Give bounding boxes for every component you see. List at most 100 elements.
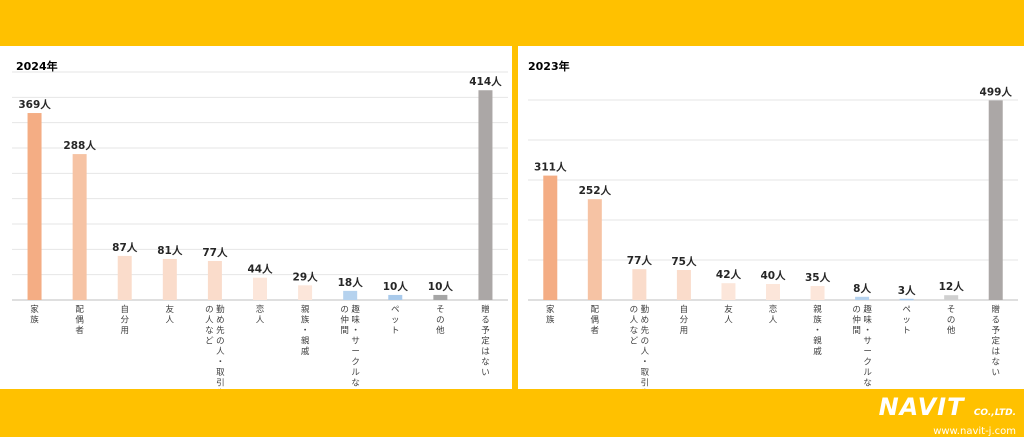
bar bbox=[676, 270, 691, 300]
category-char: ト bbox=[391, 326, 400, 336]
data-label: 42人 bbox=[716, 268, 742, 281]
data-label: 81人 bbox=[157, 244, 183, 257]
category-char: 先 bbox=[641, 388, 650, 389]
category-char: 恋 bbox=[256, 304, 265, 315]
category-char: 族 bbox=[30, 315, 39, 326]
bar bbox=[343, 290, 358, 300]
top-banner bbox=[0, 0, 1024, 44]
category-char: の bbox=[630, 305, 639, 315]
category-char: 人 bbox=[205, 316, 214, 326]
category-char: め bbox=[641, 316, 650, 326]
category-char: 贈 bbox=[991, 304, 1000, 315]
category-char: ー bbox=[351, 347, 360, 357]
category-char: 用 bbox=[120, 326, 129, 336]
navit-logo: NAVIT CO.,LTD. www.navit-j.com bbox=[866, 395, 1016, 437]
category-char: 勤 bbox=[216, 304, 225, 315]
category-label: 配偶者 bbox=[591, 305, 600, 336]
category-char: そ bbox=[436, 305, 445, 315]
category-char: 先 bbox=[216, 388, 225, 389]
category-char: の bbox=[340, 305, 349, 315]
category-char: 親 bbox=[301, 304, 310, 315]
category-char: 定 bbox=[481, 336, 490, 347]
bar bbox=[253, 277, 267, 300]
category-label: 趣味・サークルなどの仲間 bbox=[340, 304, 360, 389]
category-char: ッ bbox=[902, 316, 911, 326]
data-label: 3人 bbox=[898, 284, 916, 297]
category-char: な bbox=[630, 326, 639, 336]
category-char: ペ bbox=[391, 305, 400, 315]
category-char: な bbox=[991, 358, 1000, 368]
category-char: 仲 bbox=[340, 315, 349, 326]
data-label: 10人 bbox=[383, 280, 409, 293]
category-char: 族 bbox=[546, 315, 555, 326]
category-char: 間 bbox=[340, 326, 349, 336]
data-label: 288人 bbox=[63, 139, 96, 152]
category-char: な bbox=[863, 379, 872, 389]
data-label: 10人 bbox=[428, 280, 454, 293]
category-char: ク bbox=[863, 358, 872, 368]
logo-suffix: CO.,LTD. bbox=[973, 408, 1016, 418]
category-char: 贈 bbox=[481, 304, 490, 315]
category-char: め bbox=[216, 316, 225, 326]
bar bbox=[855, 296, 870, 300]
category-char: ど bbox=[205, 337, 214, 347]
logo-url: www.navit-j.com bbox=[933, 426, 1016, 437]
category-char: ッ bbox=[391, 316, 400, 326]
bar bbox=[899, 298, 914, 301]
category-char: の bbox=[947, 316, 956, 326]
category-char: 家 bbox=[30, 304, 39, 315]
data-label: 311人 bbox=[534, 161, 567, 174]
data-label: 35人 bbox=[805, 271, 831, 284]
category-char: 人 bbox=[166, 316, 175, 326]
category-label: 恋人 bbox=[769, 304, 778, 326]
category-char: 人 bbox=[256, 316, 265, 326]
category-char: 親 bbox=[813, 304, 822, 315]
category-char: 仲 bbox=[852, 315, 861, 326]
category-char: 人 bbox=[641, 347, 650, 357]
category-char: 配 bbox=[591, 305, 600, 315]
bar bbox=[810, 286, 825, 300]
category-label: 恋人 bbox=[256, 304, 265, 326]
chart-panel-2024: 2024年 369人家族 288人配偶者 87人自分用 81人友人 77人勤め先の人・取… bbox=[0, 46, 512, 389]
category-char: ・ bbox=[863, 326, 872, 336]
category-char: の bbox=[641, 337, 650, 347]
chart-title-2024: 2024年 bbox=[16, 60, 58, 73]
category-char: の bbox=[436, 316, 445, 326]
category-label: 親族・親戚 bbox=[301, 304, 310, 357]
category-label: その他 bbox=[947, 305, 956, 336]
category-char: 取 bbox=[641, 368, 650, 378]
category-label: 親族・親戚 bbox=[813, 304, 822, 357]
category-label: 配偶者 bbox=[75, 305, 84, 336]
category-label: 自分用 bbox=[120, 304, 129, 336]
category-char: そ bbox=[947, 305, 956, 315]
category-char: の bbox=[216, 337, 225, 347]
bar bbox=[587, 199, 602, 300]
category-label: ペット bbox=[902, 305, 911, 336]
category-char: 味 bbox=[863, 315, 872, 326]
bar bbox=[162, 258, 177, 300]
category-char: い bbox=[991, 368, 1000, 378]
category-char: サ bbox=[863, 337, 872, 347]
category-char: 趣 bbox=[351, 304, 360, 315]
category-char: 他 bbox=[436, 325, 445, 336]
category-char: 分 bbox=[120, 316, 129, 326]
bar bbox=[207, 260, 222, 300]
category-label: 家族 bbox=[546, 304, 555, 326]
category-label: 家族 bbox=[30, 304, 39, 326]
category-char: 予 bbox=[481, 326, 490, 336]
category-char: 人 bbox=[216, 347, 225, 357]
category-char: な bbox=[205, 326, 214, 336]
category-char: ・ bbox=[641, 358, 650, 368]
category-char: ル bbox=[351, 368, 360, 378]
category-char: ・ bbox=[216, 358, 225, 368]
bar bbox=[632, 269, 647, 300]
bar bbox=[433, 294, 448, 300]
category-char: 人 bbox=[769, 316, 778, 326]
category-char: ・ bbox=[813, 326, 822, 336]
category-char: る bbox=[991, 316, 1000, 326]
category-char: ト bbox=[902, 326, 911, 336]
category-char: 用 bbox=[680, 326, 689, 336]
